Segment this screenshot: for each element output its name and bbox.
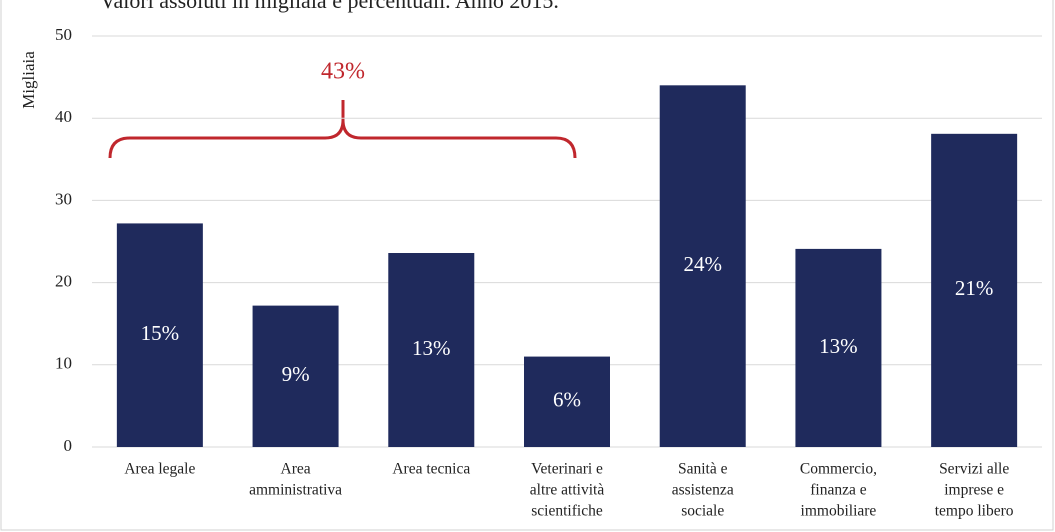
x-tick-label: Sanità e — [678, 461, 728, 478]
bar — [524, 356, 610, 447]
x-tick-label: Commercio, — [800, 461, 877, 478]
bracket — [108, 100, 577, 159]
x-tick-label: Area — [281, 461, 311, 478]
value-label: 15% — [141, 321, 180, 345]
value-label: 6% — [553, 388, 581, 412]
y-tick-label: 30 — [55, 189, 72, 208]
y-tick-label: 40 — [55, 107, 72, 126]
x-tick-label: Servizi alle — [939, 461, 1009, 478]
x-tick-label: altre attività — [530, 482, 605, 499]
value-label: 21% — [955, 276, 994, 300]
annotation: 43% — [321, 59, 365, 85]
y-tick-label: 0 — [64, 436, 73, 455]
chart-title: Valori assoluti in migliaia e percentual… — [100, 0, 559, 13]
y-tick-label: 10 — [55, 354, 72, 373]
value-label: 24% — [683, 252, 722, 276]
x-tick-label: tempo libero — [935, 503, 1014, 520]
x-tick-label: immobiliare — [801, 503, 877, 520]
x-tick-label: Area tecnica — [392, 461, 470, 478]
y-axis-label: Migliaia — [19, 51, 38, 109]
value-label: 13% — [819, 334, 858, 358]
x-tick-label: Veterinari e — [531, 461, 603, 478]
bar — [659, 85, 746, 447]
x-tick-label: amministrativa — [249, 482, 342, 499]
y-tick-label: 20 — [55, 272, 72, 291]
bar — [388, 253, 475, 447]
bar — [116, 223, 203, 447]
value-label: 9% — [282, 362, 310, 386]
bar — [931, 133, 1018, 447]
x-tick-label: imprese e — [944, 482, 1004, 499]
x-tick-label: scientifiche — [531, 503, 603, 520]
y-tick-label: 50 — [55, 25, 72, 44]
x-tick-label: Area legale — [124, 461, 195, 478]
bar — [795, 248, 882, 447]
x-tick-label: finanza e — [810, 482, 866, 499]
x-tick-label: assistenza — [672, 482, 734, 499]
value-label: 13% — [412, 336, 451, 360]
bar — [252, 305, 339, 447]
x-tick-label: sociale — [681, 503, 724, 520]
